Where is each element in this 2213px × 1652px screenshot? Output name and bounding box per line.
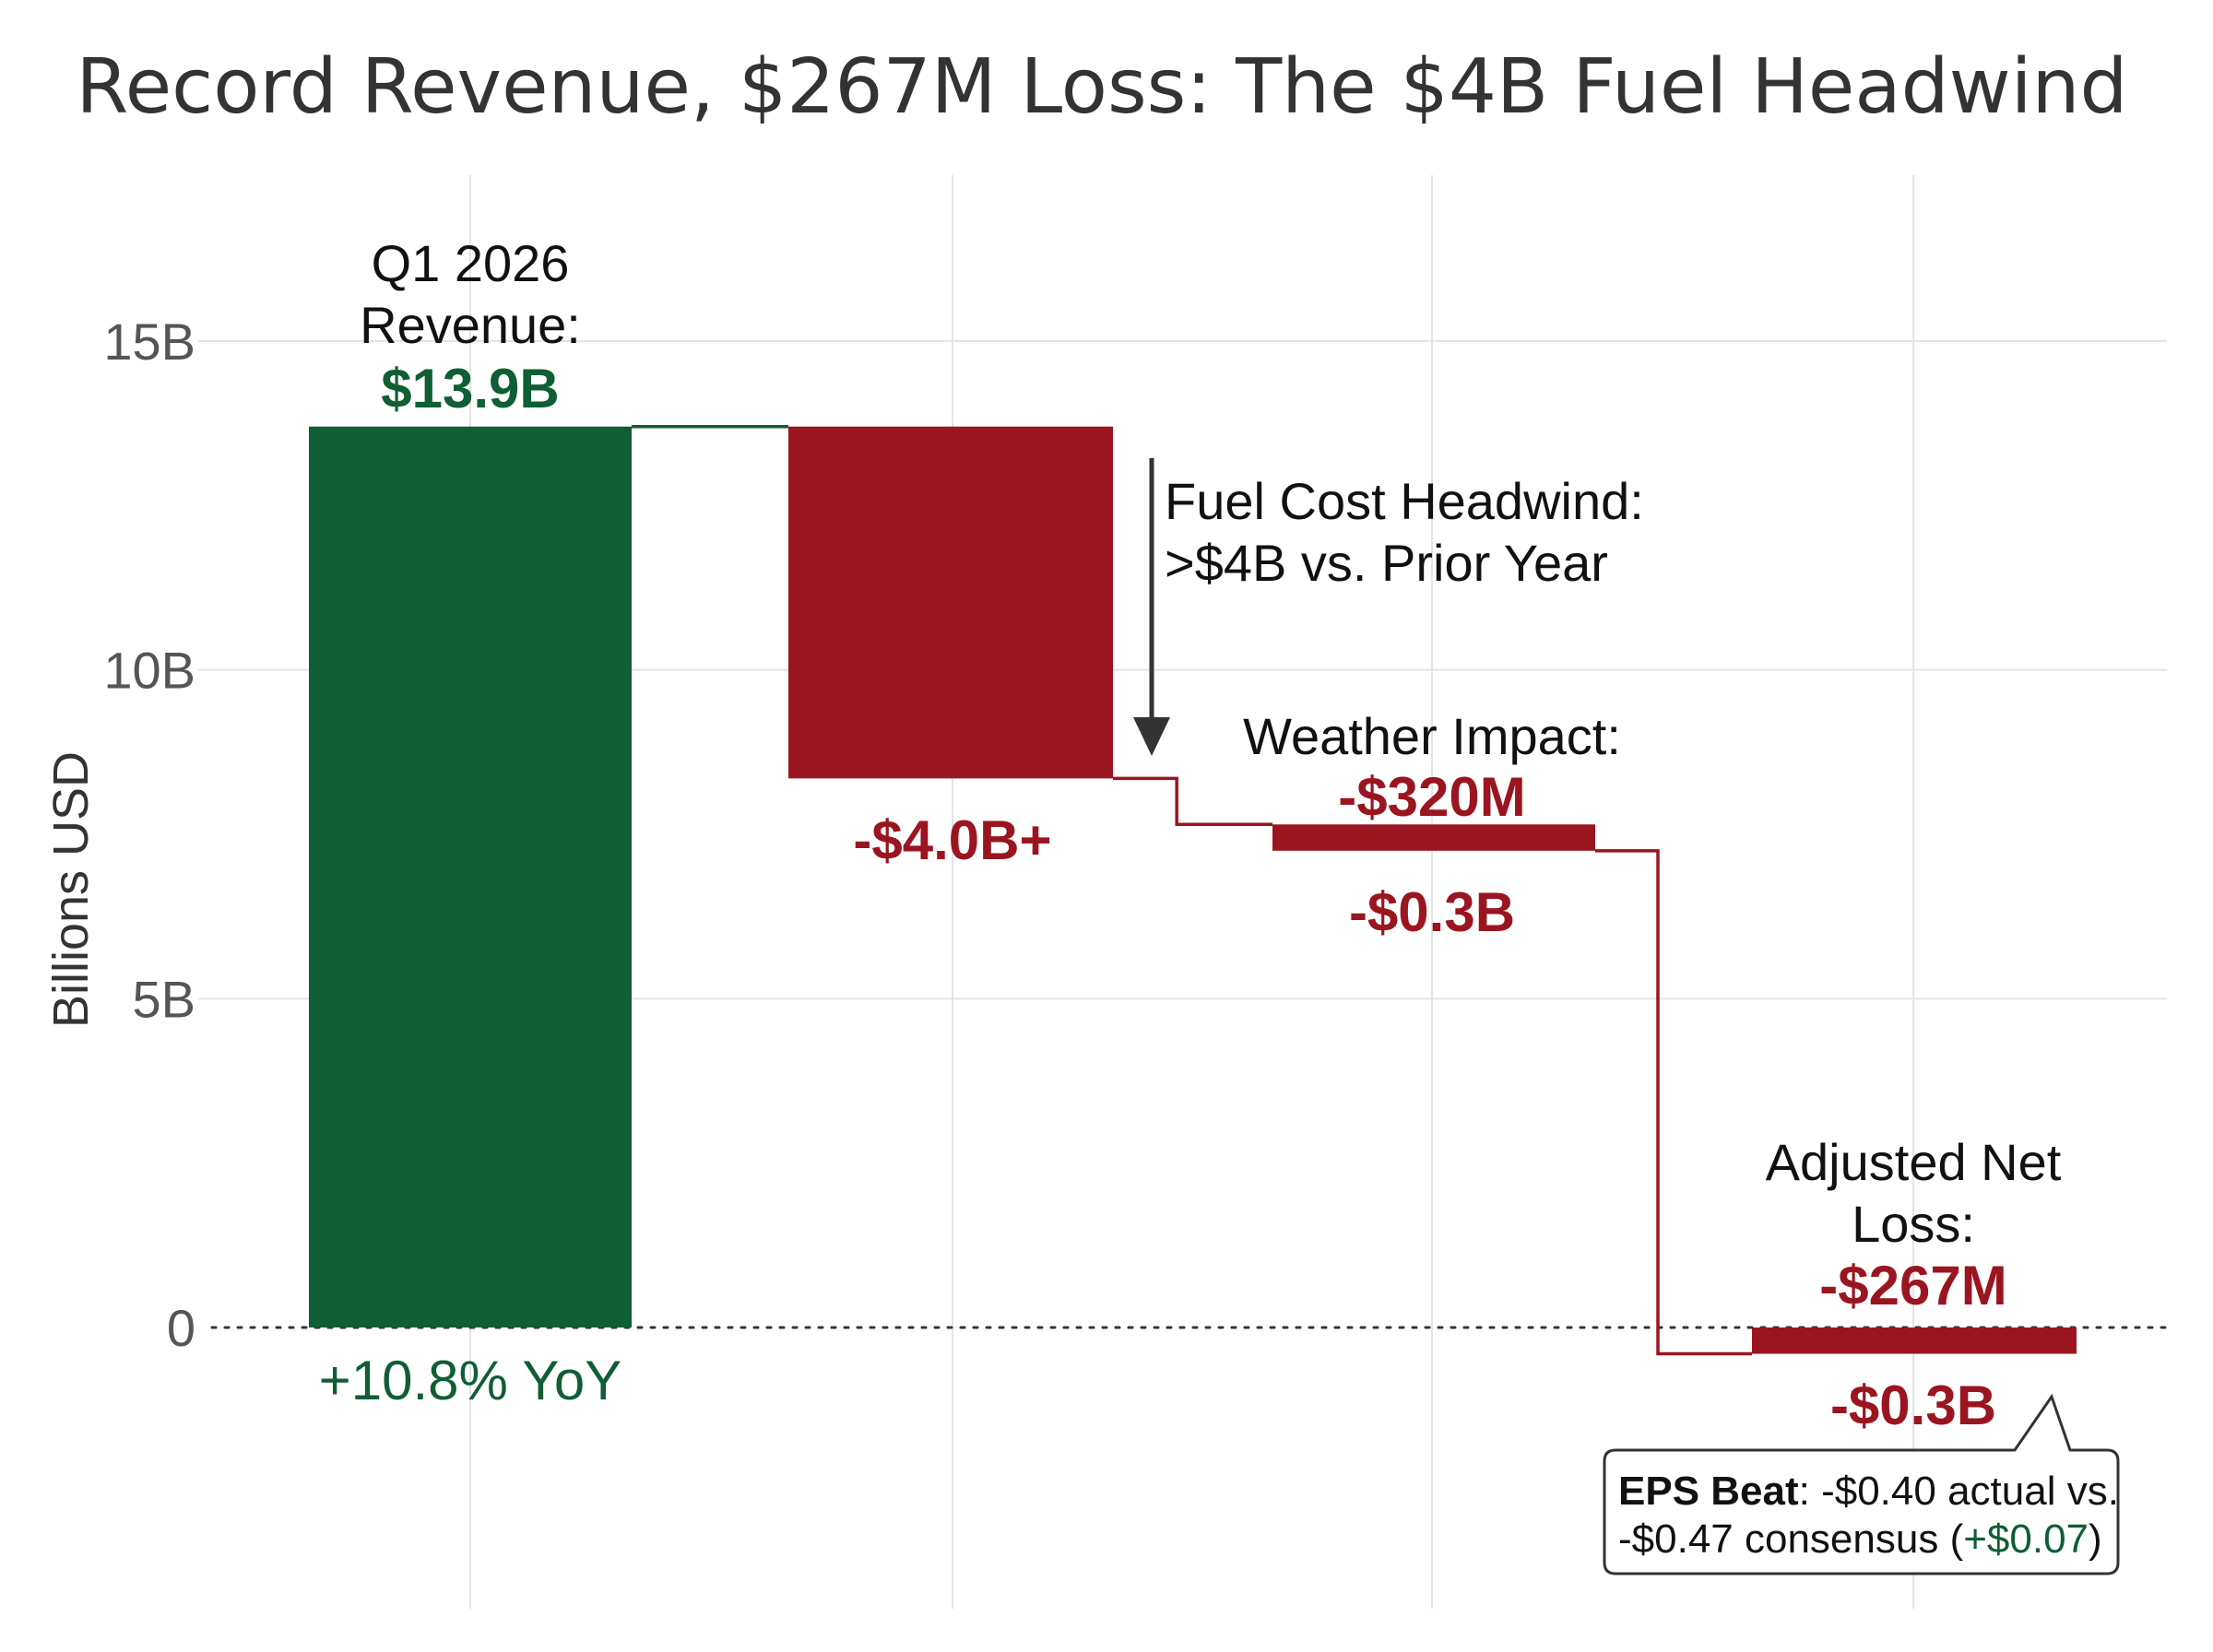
eps-bold-label: EPS Beat — [1618, 1469, 1799, 1514]
eps-line1-rest: : -$0.40 actual vs. — [1799, 1469, 2119, 1514]
net-loss-below-label: -$0.3B — [1830, 1375, 1996, 1436]
fuel-bar — [788, 426, 1113, 779]
eps-line2-end: ) — [2089, 1516, 2102, 1562]
net-loss-annotation-line2: Loss: — [1852, 1195, 1975, 1253]
y-axis-ticks: 15B 10B 5B 0 — [103, 313, 195, 1357]
connectors — [632, 424, 1752, 1356]
y-tick-label-10B: 10B — [103, 642, 195, 700]
revenue-bar — [309, 426, 632, 1328]
net-loss-bar — [1752, 1328, 2077, 1354]
eps-line2: -$0.47 consensus (+$0.07) — [1618, 1516, 2102, 1562]
fuel-arrow-head — [1133, 717, 1170, 756]
fuel-arrow — [1133, 458, 1170, 756]
revenue-annotation-line1: Q1 2026 — [372, 234, 570, 292]
fuel-annotation-line1: Fuel Cost Headwind: — [1165, 472, 1644, 530]
connector-3 — [1595, 849, 1752, 1356]
y-tick-label-0: 0 — [167, 1299, 195, 1357]
y-tick-label-5B: 5B — [133, 970, 196, 1028]
weather-value-label: -$320M — [1338, 766, 1525, 828]
net-loss-value-label: -$267M — [1819, 1255, 2006, 1316]
weather-below-label: -$0.3B — [1349, 881, 1515, 943]
chart-title: Record Revenue, $267M Loss: The $4B Fuel… — [76, 43, 2127, 131]
revenue-value-label: $13.9B — [381, 358, 559, 419]
connector-2 — [1113, 776, 1272, 827]
weather-annotation-line1: Weather Impact: — [1243, 707, 1621, 765]
revenue-annotation-line2: Revenue: — [360, 296, 581, 354]
eps-callout-box — [1603, 1393, 2120, 1575]
y-axis-title: Billions USD — [43, 751, 99, 1028]
fuel-value-label: -$4.0B+ — [853, 809, 1051, 871]
eps-line1: EPS Beat: -$0.40 actual vs. — [1618, 1469, 2119, 1514]
bars — [309, 426, 2077, 1354]
revenue-yoy-label: +10.8% YoY — [319, 1350, 622, 1411]
fuel-annotation-line2: >$4B vs. Prior Year — [1165, 534, 1608, 592]
net-loss-annotation-line1: Adjusted Net — [1766, 1133, 2062, 1191]
eps-callout: EPS Beat: -$0.40 actual vs. -$0.47 conse… — [1603, 1393, 2120, 1575]
eps-line2-start: -$0.47 consensus ( — [1618, 1516, 1964, 1562]
weather-bar — [1272, 824, 1595, 851]
y-tick-label-15B: 15B — [103, 313, 195, 371]
eps-line2-green: +$0.07 — [1963, 1516, 2089, 1562]
